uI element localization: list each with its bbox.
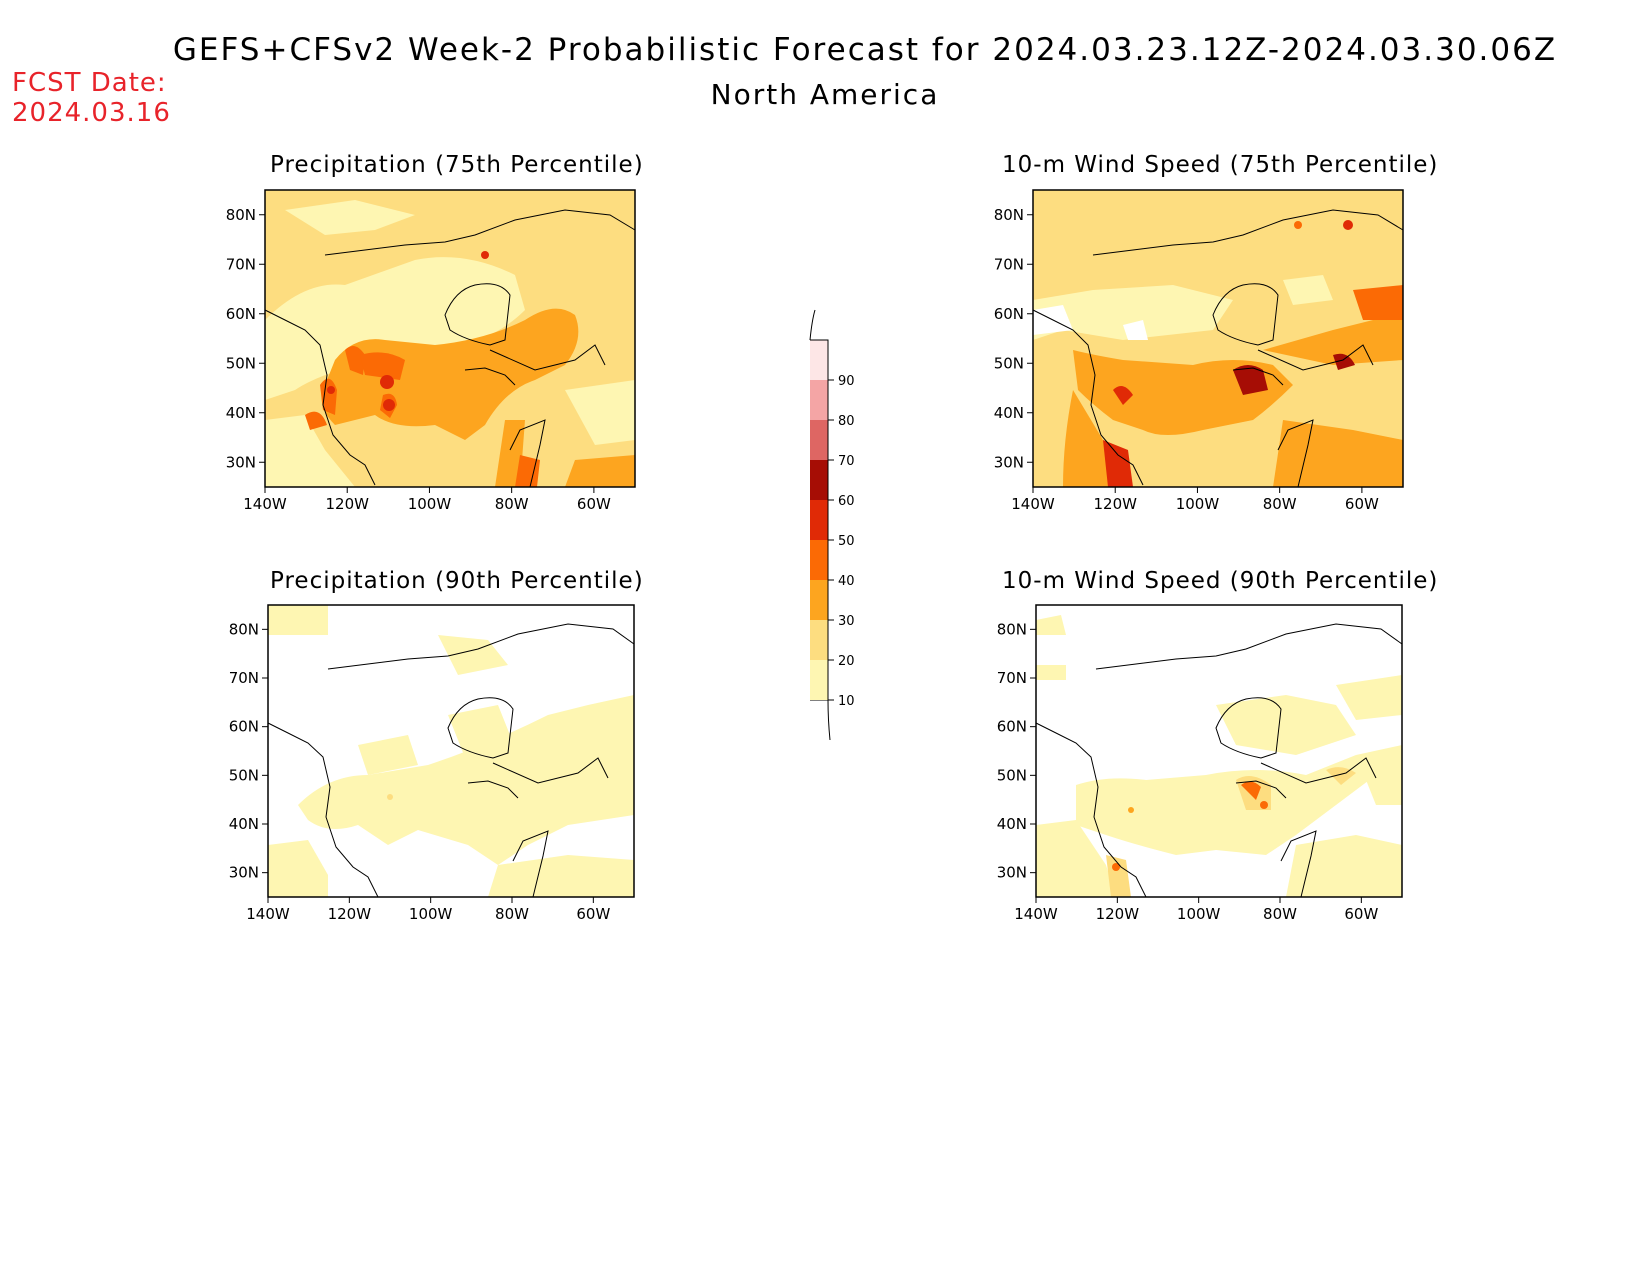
lat-tick-label: 80N [229, 620, 259, 638]
lat-tick-label: 50N [229, 766, 259, 784]
lat-tick-label: 40N [994, 404, 1024, 422]
region-title: North America [710, 78, 940, 111]
lat-tick-label: 60N [997, 718, 1027, 736]
panel-title: Precipitation (90th Percentile) [270, 568, 644, 594]
lon-tick-label: 80W [495, 905, 529, 923]
lon-tick-label: 100W [409, 905, 453, 923]
fcst-date-label: FCST Date: [12, 68, 167, 98]
colorbar-label: 40 [838, 574, 855, 589]
colorbar-swatch [810, 620, 828, 660]
lat-tick-label: 60N [226, 305, 256, 323]
colorbar-label: 80 [838, 414, 855, 429]
colorbar-swatch [810, 340, 828, 380]
map-wind-90 [1035, 604, 1403, 898]
panel-title: Precipitation (75th Percentile) [270, 152, 644, 178]
lat-tick-label: 80N [226, 206, 256, 224]
lat-tick-label: 30N [994, 453, 1024, 471]
lat-tick-label: 50N [997, 766, 1027, 784]
lon-tick-label: 120W [1096, 905, 1140, 923]
lon-tick-label: 120W [328, 905, 372, 923]
colorbar-swatch [810, 500, 828, 540]
lat-tick-label: 40N [997, 815, 1027, 833]
map-wind-75 [1032, 189, 1404, 488]
lat-tick-label: 60N [229, 718, 259, 736]
lat-tick-label: 70N [997, 669, 1027, 687]
lat-tick-label: 70N [229, 669, 259, 687]
colorbar-label: 50 [838, 534, 855, 549]
panel-title: 10-m Wind Speed (90th Percentile) [1002, 568, 1439, 594]
colorbar-label: 60 [838, 494, 855, 509]
lon-tick-label: 60W [1345, 495, 1379, 513]
lon-tick-label: 140W [1014, 905, 1058, 923]
colorbar-label: 20 [838, 654, 855, 669]
lat-tick-label: 30N [997, 864, 1027, 882]
lon-tick-label: 140W [246, 905, 290, 923]
lon-tick-label: 140W [243, 495, 287, 513]
lon-tick-label: 120W [325, 495, 369, 513]
lon-tick-label: 80W [1263, 495, 1297, 513]
colorbar-label: 90 [838, 374, 855, 389]
lon-tick-label: 100W [408, 495, 452, 513]
lat-tick-label: 40N [229, 815, 259, 833]
lat-tick-label: 50N [994, 354, 1024, 372]
lon-tick-label: 120W [1093, 495, 1137, 513]
panel-title: 10-m Wind Speed (75th Percentile) [1002, 152, 1439, 178]
map-precip-90 [267, 604, 635, 898]
lon-tick-label: 60W [576, 905, 610, 923]
colorbar-label: 10 [838, 694, 855, 709]
colorbar-swatch [810, 460, 828, 500]
lat-tick-label: 30N [226, 453, 256, 471]
colorbar-swatch [810, 420, 828, 460]
lat-tick-label: 40N [226, 404, 256, 422]
map-precip-75 [264, 189, 636, 488]
lat-tick-label: 80N [994, 206, 1024, 224]
lat-tick-label: 30N [229, 864, 259, 882]
colorbar-label: 70 [838, 454, 855, 469]
lon-tick-label: 60W [577, 495, 611, 513]
colorbar-label: 30 [838, 614, 855, 629]
lon-tick-label: 80W [1263, 905, 1297, 923]
colorbar-swatch [810, 380, 828, 420]
lon-tick-label: 80W [495, 495, 529, 513]
colorbar-swatch [810, 660, 828, 700]
lon-tick-label: 60W [1344, 905, 1378, 923]
colorbar-swatch [810, 540, 828, 580]
lon-tick-label: 140W [1011, 495, 1055, 513]
colorbar: 10 20 30 40 50 60 70 80 90 [809, 309, 855, 741]
lon-tick-label: 100W [1177, 905, 1221, 923]
lat-tick-label: 50N [226, 354, 256, 372]
colorbar-bottom-cap [810, 699, 831, 741]
colorbar-swatch [810, 580, 828, 620]
lat-tick-label: 80N [997, 620, 1027, 638]
lat-tick-label: 60N [994, 305, 1024, 323]
main-title: GEFS+CFSv2 Week-2 Probabilistic Forecast… [172, 32, 1558, 68]
lat-tick-label: 70N [994, 255, 1024, 273]
lon-tick-label: 100W [1176, 495, 1220, 513]
lat-tick-label: 70N [226, 255, 256, 273]
fcst-date-value: 2024.03.16 [12, 98, 171, 128]
